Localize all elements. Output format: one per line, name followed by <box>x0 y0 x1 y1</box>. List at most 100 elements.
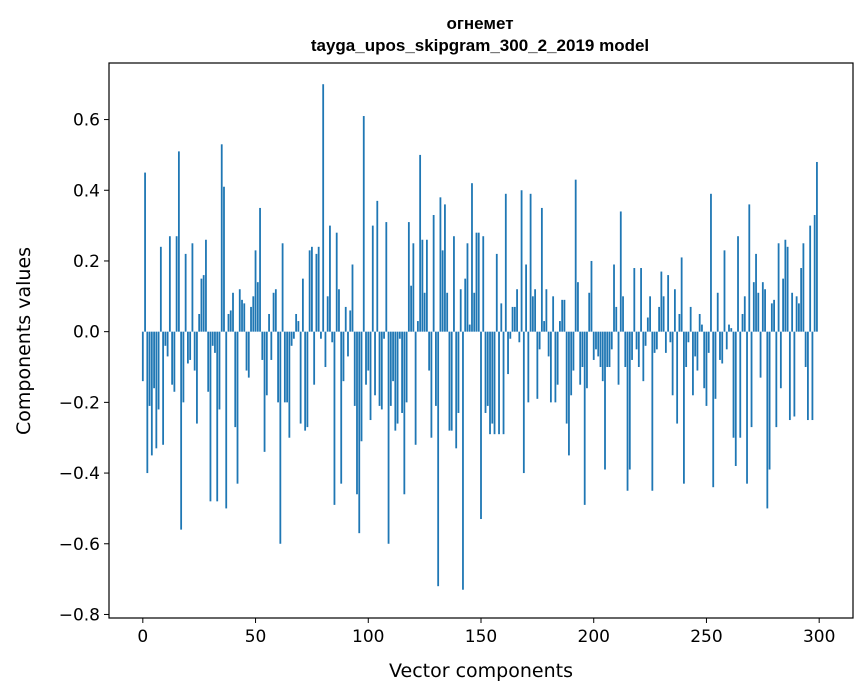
bar-167 <box>518 331 521 343</box>
y-tick-label-4: 0.0 <box>73 323 100 343</box>
bar-279 <box>770 303 773 332</box>
bar-149 <box>477 232 480 332</box>
bar-107 <box>383 331 385 339</box>
bar-250 <box>705 331 708 406</box>
y-tick-label-6: 0.4 <box>73 181 100 201</box>
bar-198 <box>588 292 591 332</box>
bar-31 <box>211 331 214 346</box>
bar-69 <box>297 321 300 332</box>
bar-204 <box>601 331 604 382</box>
bar-247 <box>698 313 701 332</box>
bar-94 <box>353 331 356 406</box>
bar-118 <box>407 222 410 332</box>
bar-21 <box>189 331 192 360</box>
bar-257 <box>721 331 724 364</box>
bar-227 <box>653 331 656 353</box>
x-tick-label-5: 250 <box>690 627 722 647</box>
bar-292 <box>800 268 803 332</box>
bar-100 <box>367 331 370 371</box>
bar-93 <box>351 264 354 332</box>
y-tick-label-5: 0.2 <box>73 252 100 272</box>
y-ticks-group: −0.8 −0.6 −0.4 −0.2 0.0 0.2 0.4 0.6 <box>59 111 109 625</box>
bar-110 <box>389 331 392 406</box>
chart-subtitle: tayga_upos_skipgram_300_2_2019 model <box>311 36 649 55</box>
bar-182 <box>552 296 555 332</box>
y-axis-label: Components values <box>13 247 35 435</box>
bar-288 <box>791 292 794 332</box>
bar-135 <box>446 292 449 332</box>
bar-280 <box>773 299 775 332</box>
bar-190 <box>570 331 573 396</box>
x-tick-label-1: 50 <box>245 627 267 647</box>
bar-128 <box>430 331 433 438</box>
bar-144 <box>466 243 469 332</box>
bar-26 <box>200 278 203 332</box>
bar-117 <box>405 331 408 403</box>
bar-209 <box>613 264 615 332</box>
bar-273 <box>757 292 760 332</box>
bar-112 <box>394 331 397 431</box>
bar-36 <box>223 186 225 332</box>
bar-192 <box>574 179 577 332</box>
bar-258 <box>723 250 726 332</box>
bar-6 <box>155 331 158 449</box>
bar-284 <box>782 278 785 332</box>
bar-124 <box>421 239 424 332</box>
bar-235 <box>671 331 674 396</box>
bar-34 <box>218 331 221 410</box>
bar-133 <box>441 250 444 332</box>
y-tick-label-0: −0.8 <box>59 605 100 625</box>
bar-226 <box>651 331 654 491</box>
bar-195 <box>581 331 584 368</box>
bar-43 <box>238 289 241 332</box>
bar-199 <box>590 260 593 332</box>
bar-33 <box>216 331 219 502</box>
bar-170 <box>525 264 527 332</box>
bar-216 <box>628 331 631 470</box>
bar-111 <box>392 331 394 382</box>
bar-174 <box>534 289 537 332</box>
bar-138 <box>453 236 455 332</box>
bar-159 <box>500 303 503 332</box>
bar-25 <box>198 313 201 332</box>
bar-52 <box>259 207 261 332</box>
bar-160 <box>502 331 505 435</box>
x-tick-label-4: 200 <box>578 627 610 647</box>
bar-8 <box>159 246 162 332</box>
bar-255 <box>716 292 719 332</box>
bar-222 <box>642 331 645 382</box>
bar-81 <box>324 331 327 368</box>
bar-248 <box>701 324 703 332</box>
bar-146 <box>471 183 473 332</box>
bar-130 <box>435 331 437 406</box>
bar-105 <box>378 331 381 406</box>
bar-242 <box>687 331 690 343</box>
bar-11 <box>166 331 169 357</box>
bar-50 <box>254 250 257 332</box>
bar-132 <box>439 197 442 332</box>
bar-74 <box>308 250 311 332</box>
bar-281 <box>775 331 778 428</box>
bar-275 <box>761 282 764 332</box>
bar-143 <box>464 278 467 332</box>
bar-268 <box>746 331 748 484</box>
bar-241 <box>685 331 688 368</box>
bar-221 <box>640 268 642 332</box>
bar-129 <box>432 215 435 332</box>
bar-41 <box>234 331 237 428</box>
bar-28 <box>205 239 207 332</box>
bar-79 <box>320 331 322 339</box>
bar-223 <box>644 331 647 346</box>
bar-264 <box>737 236 739 332</box>
bar-234 <box>669 331 672 343</box>
bar-251 <box>707 331 710 353</box>
bar-38 <box>227 313 230 332</box>
bar-162 <box>507 331 509 375</box>
bar-252 <box>710 193 712 332</box>
bar-90 <box>344 306 347 332</box>
bar-40 <box>232 292 234 332</box>
bar-148 <box>475 232 478 332</box>
x-tick-label-6: 300 <box>803 627 835 647</box>
bar-276 <box>764 289 766 332</box>
bar-67 <box>292 331 295 339</box>
